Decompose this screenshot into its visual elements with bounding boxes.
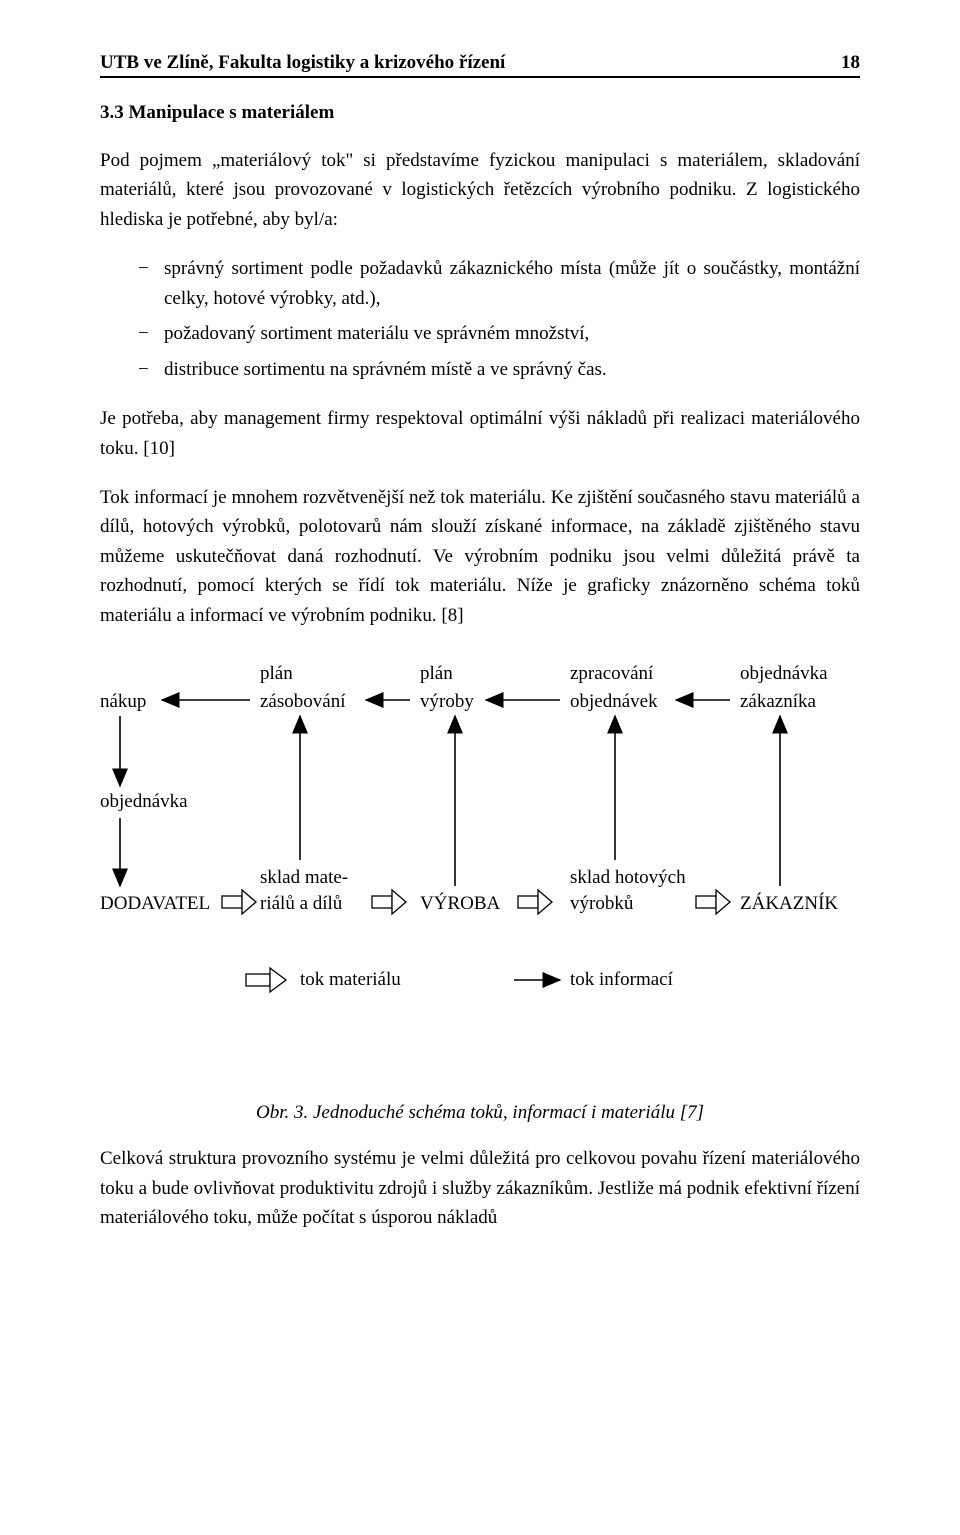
legend-material: tok materiálu (300, 968, 401, 993)
bullet-list: správný sortiment podle požadavků zákazn… (100, 254, 860, 384)
section-heading: 3.3 Manipulace s materiálem (100, 102, 860, 124)
open-arrow (518, 890, 552, 914)
node-objednavka: objednávka (100, 790, 188, 815)
paragraph-2: Je potřeba, aby management firmy respekt… (100, 404, 860, 463)
figure-caption: Obr. 3. Jednoduché schéma toků, informac… (100, 1102, 860, 1124)
paragraph-4: Celková struktura provozního systému je … (100, 1144, 860, 1232)
list-item: správný sortiment podle požadavků zákazn… (138, 254, 860, 313)
node-zakaznik: ZÁKAZNÍK (740, 892, 838, 917)
node-vyroby: výroby (420, 690, 474, 715)
paragraph-3: Tok informací je mnohem rozvětvenější ne… (100, 483, 860, 630)
list-item: distribuce sortimentu na správném místě … (138, 355, 860, 384)
node-sklad-hot-b: výrobků (570, 892, 633, 917)
page-root: UTB ve Zlíně, Fakulta logistiky a krizov… (0, 0, 960, 1535)
page-header: UTB ve Zlíně, Fakulta logistiky a krizov… (100, 52, 860, 78)
header-left: UTB ve Zlíně, Fakulta logistiky a krizov… (100, 52, 505, 74)
node-sklad-mat-b: riálů a dílů (260, 892, 342, 917)
open-arrow (372, 890, 406, 914)
open-arrow (696, 890, 730, 914)
node-dodavatel: DODAVATEL (100, 892, 210, 917)
node-sklad-hot-a: sklad hotových (570, 866, 686, 891)
node-zakaznika: zákazníka (740, 690, 816, 715)
flow-diagram: nákup plán zásobování plán výroby zpraco… (100, 650, 860, 1080)
node-zpracovani: zpracování (570, 662, 653, 687)
node-vyroba: VÝROBA (420, 892, 500, 917)
legend-open-arrow (246, 968, 286, 992)
node-nakup: nákup (100, 690, 146, 715)
node-plan-1a: plán (260, 662, 293, 687)
header-page-number: 18 (841, 52, 860, 74)
node-zasobovani: zásobování (260, 690, 345, 715)
node-objednavka-z: objednávka (740, 662, 828, 687)
node-objednavek: objednávek (570, 690, 658, 715)
node-plan-2a: plán (420, 662, 453, 687)
open-arrow (222, 890, 256, 914)
paragraph-1: Pod pojmem „materiálový tok" si představ… (100, 146, 860, 234)
legend-informaci: tok informací (570, 968, 673, 993)
node-sklad-mat-a: sklad mate- (260, 866, 348, 891)
list-item: požadovaný sortiment materiálu ve správn… (138, 319, 860, 348)
